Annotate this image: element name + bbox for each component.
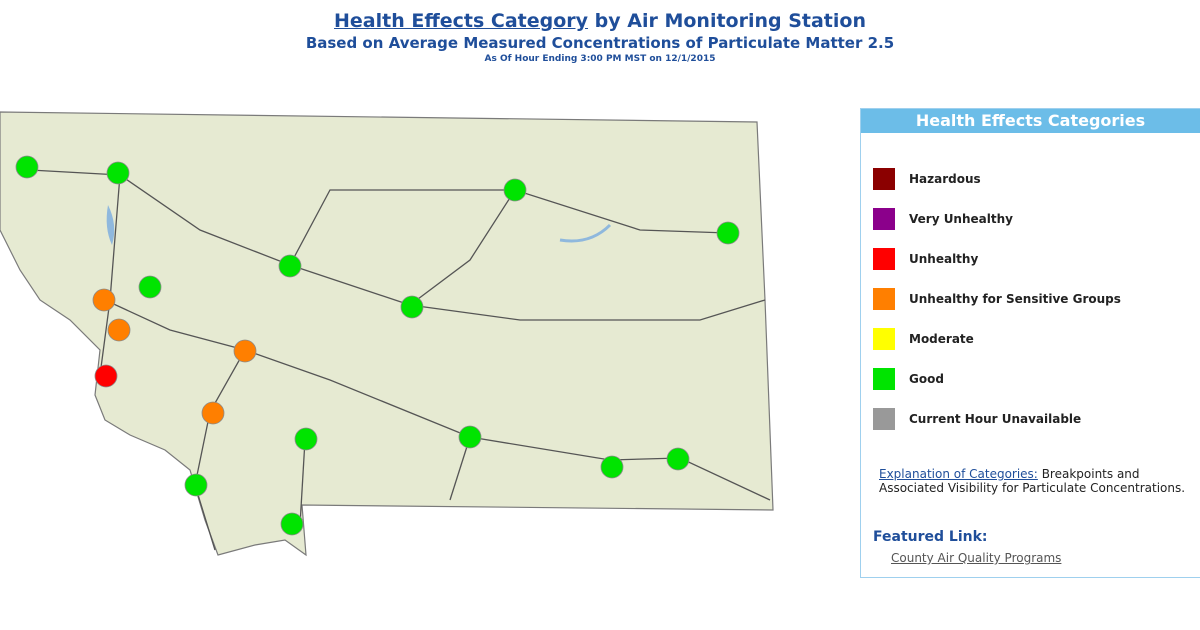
- station-marker[interactable]: [400, 295, 424, 319]
- station-marker[interactable]: [278, 254, 302, 278]
- station-marker[interactable]: [107, 318, 131, 342]
- legend-item: Current Hour Unavailable: [873, 408, 1081, 430]
- station-marker[interactable]: [184, 473, 208, 497]
- subtitle: Based on Average Measured Concentrations…: [305, 34, 895, 52]
- legend-label: Hazardous: [909, 172, 981, 186]
- legend-swatch: [873, 328, 895, 350]
- legend-item: Unhealthy: [873, 248, 978, 270]
- header: Health Effects Category by Air Monitorin…: [0, 10, 1200, 64]
- station-marker[interactable]: [15, 155, 39, 179]
- legend-title: Health Effects Categories: [861, 109, 1200, 133]
- map: [0, 111, 774, 557]
- station-marker[interactable]: [106, 161, 130, 185]
- legend-label: Unhealthy for Sensitive Groups: [909, 292, 1121, 306]
- legend-swatch: [873, 248, 895, 270]
- legend-swatch: [873, 168, 895, 190]
- station-marker[interactable]: [600, 455, 624, 479]
- station-marker[interactable]: [94, 364, 118, 388]
- explanation-text: Breakpoints and Associated Visibility fo…: [879, 467, 1186, 495]
- stations: [15, 155, 740, 536]
- station-marker[interactable]: [294, 427, 318, 451]
- station-marker[interactable]: [503, 178, 527, 202]
- legend-swatch: [873, 288, 895, 310]
- explanation-link[interactable]: Explanation of Categories:: [879, 467, 1038, 481]
- legend-label: Moderate: [909, 332, 974, 346]
- station-marker[interactable]: [92, 288, 116, 312]
- title: Health Effects Category by Air Monitorin…: [0, 10, 1200, 32]
- timestamp: As Of Hour Ending 3:00 PM MST on 12/1/20…: [484, 54, 716, 64]
- station-marker[interactable]: [138, 275, 162, 299]
- legend-item: Very Unhealthy: [873, 208, 1013, 230]
- legend-label: Current Hour Unavailable: [909, 412, 1082, 426]
- reservoir: [559, 223, 612, 243]
- station-marker[interactable]: [280, 512, 304, 536]
- legend-label: Good: [909, 372, 944, 386]
- legend-swatch: [873, 368, 895, 390]
- explanation: Explanation of Categories: Breakpoints a…: [879, 467, 1199, 495]
- state-outline: [0, 111, 774, 557]
- legend-item: Moderate: [873, 328, 974, 350]
- station-marker[interactable]: [458, 425, 482, 449]
- station-marker[interactable]: [233, 339, 257, 363]
- station-marker[interactable]: [201, 401, 225, 425]
- legend-item: Good: [873, 368, 944, 390]
- station-marker[interactable]: [716, 221, 740, 245]
- title-rest: by Air Monitoring Station: [594, 10, 866, 32]
- featured-link[interactable]: County Air Quality Programs: [891, 551, 1062, 565]
- station-marker[interactable]: [666, 447, 690, 471]
- legend-item: Hazardous: [873, 168, 981, 190]
- legend-item: Unhealthy for Sensitive Groups: [873, 288, 1121, 310]
- lake: [106, 205, 115, 245]
- legend-swatch: [873, 208, 895, 230]
- featured-title: Featured Link:: [873, 529, 988, 545]
- legend: Health Effects Categories Hazardous Very …: [860, 108, 1200, 578]
- legend-label: Unhealthy: [909, 252, 979, 266]
- legend-swatch: [873, 408, 895, 430]
- legend-label: Very Unhealthy: [909, 212, 1013, 226]
- title-link[interactable]: Health Effects Category: [334, 10, 589, 32]
